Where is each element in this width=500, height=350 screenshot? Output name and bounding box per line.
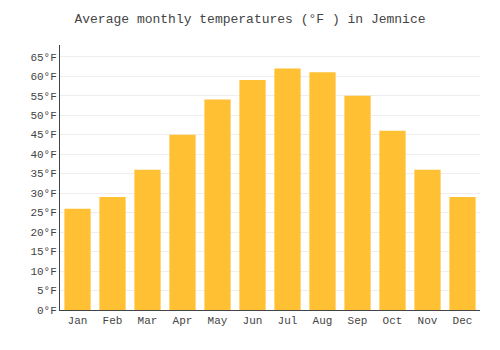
svg-text:10°F: 10°F bbox=[30, 266, 56, 278]
svg-text:Feb: Feb bbox=[103, 315, 123, 327]
svg-text:Dec: Dec bbox=[453, 315, 473, 327]
svg-text:45°F: 45°F bbox=[30, 129, 56, 141]
svg-text:60°F: 60°F bbox=[30, 71, 56, 83]
svg-text:Jan: Jan bbox=[68, 315, 88, 327]
svg-text:Jun: Jun bbox=[243, 315, 263, 327]
svg-text:55°F: 55°F bbox=[30, 91, 56, 103]
svg-text:Aug: Aug bbox=[313, 315, 333, 327]
svg-text:Jul: Jul bbox=[278, 315, 298, 327]
svg-text:Apr: Apr bbox=[173, 315, 193, 327]
svg-text:5°F: 5°F bbox=[37, 285, 57, 297]
svg-text:35°F: 35°F bbox=[30, 168, 56, 180]
svg-text:65°F: 65°F bbox=[30, 52, 56, 64]
svg-text:15°F: 15°F bbox=[30, 246, 56, 258]
svg-text:40°F: 40°F bbox=[30, 149, 56, 161]
svg-text:Nov: Nov bbox=[418, 315, 438, 327]
svg-text:30°F: 30°F bbox=[30, 188, 56, 200]
svg-text:25°F: 25°F bbox=[30, 207, 56, 219]
svg-text:0°F: 0°F bbox=[37, 305, 57, 317]
svg-text:Oct: Oct bbox=[383, 315, 403, 327]
svg-text:50°F: 50°F bbox=[30, 110, 56, 122]
svg-text:Mar: Mar bbox=[138, 315, 158, 327]
svg-text:Average monthly temperatures (: Average monthly temperatures (°F ) in Je… bbox=[74, 12, 425, 27]
svg-text:Sep: Sep bbox=[348, 315, 368, 327]
svg-text:20°F: 20°F bbox=[30, 227, 56, 239]
svg-text:May: May bbox=[208, 315, 228, 327]
